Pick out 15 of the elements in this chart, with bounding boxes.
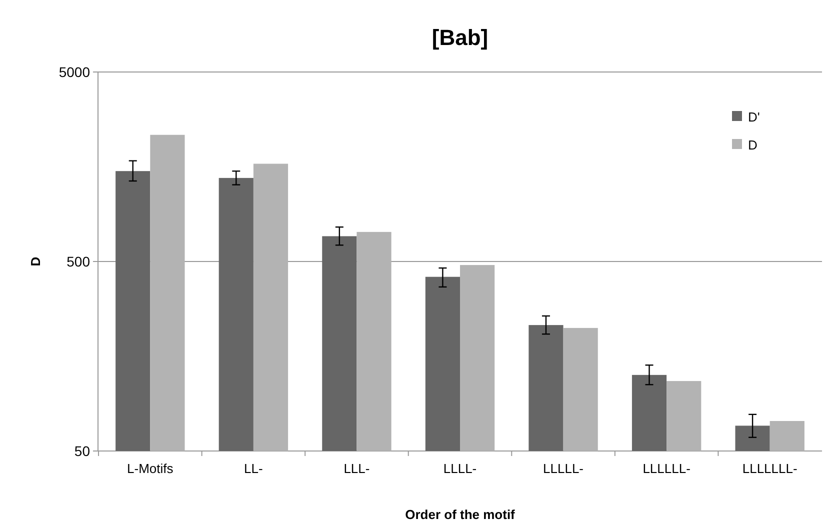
- x-tick-label: LL-: [244, 461, 263, 476]
- x-tick-label: LLLLL-: [543, 461, 584, 476]
- legend-label: D': [748, 110, 760, 125]
- y-axis-title: D: [28, 256, 43, 266]
- x-tick-label: LLLLLL-: [642, 461, 690, 476]
- y-tick-label: 50: [74, 442, 90, 459]
- chart-title: [Bab]: [432, 25, 488, 50]
- x-axis-title: Order of the motif: [405, 507, 516, 522]
- y-tick-label: 5000: [58, 64, 90, 80]
- legend-label: D: [748, 138, 758, 153]
- x-tick-label: LLLL-: [443, 461, 477, 476]
- x-tick-label: LLLLLLL-: [742, 461, 798, 476]
- y-tick-label: 500: [66, 253, 90, 270]
- x-tick-label: L-Motifs: [127, 461, 174, 476]
- x-tick-label: LLL-: [344, 461, 370, 476]
